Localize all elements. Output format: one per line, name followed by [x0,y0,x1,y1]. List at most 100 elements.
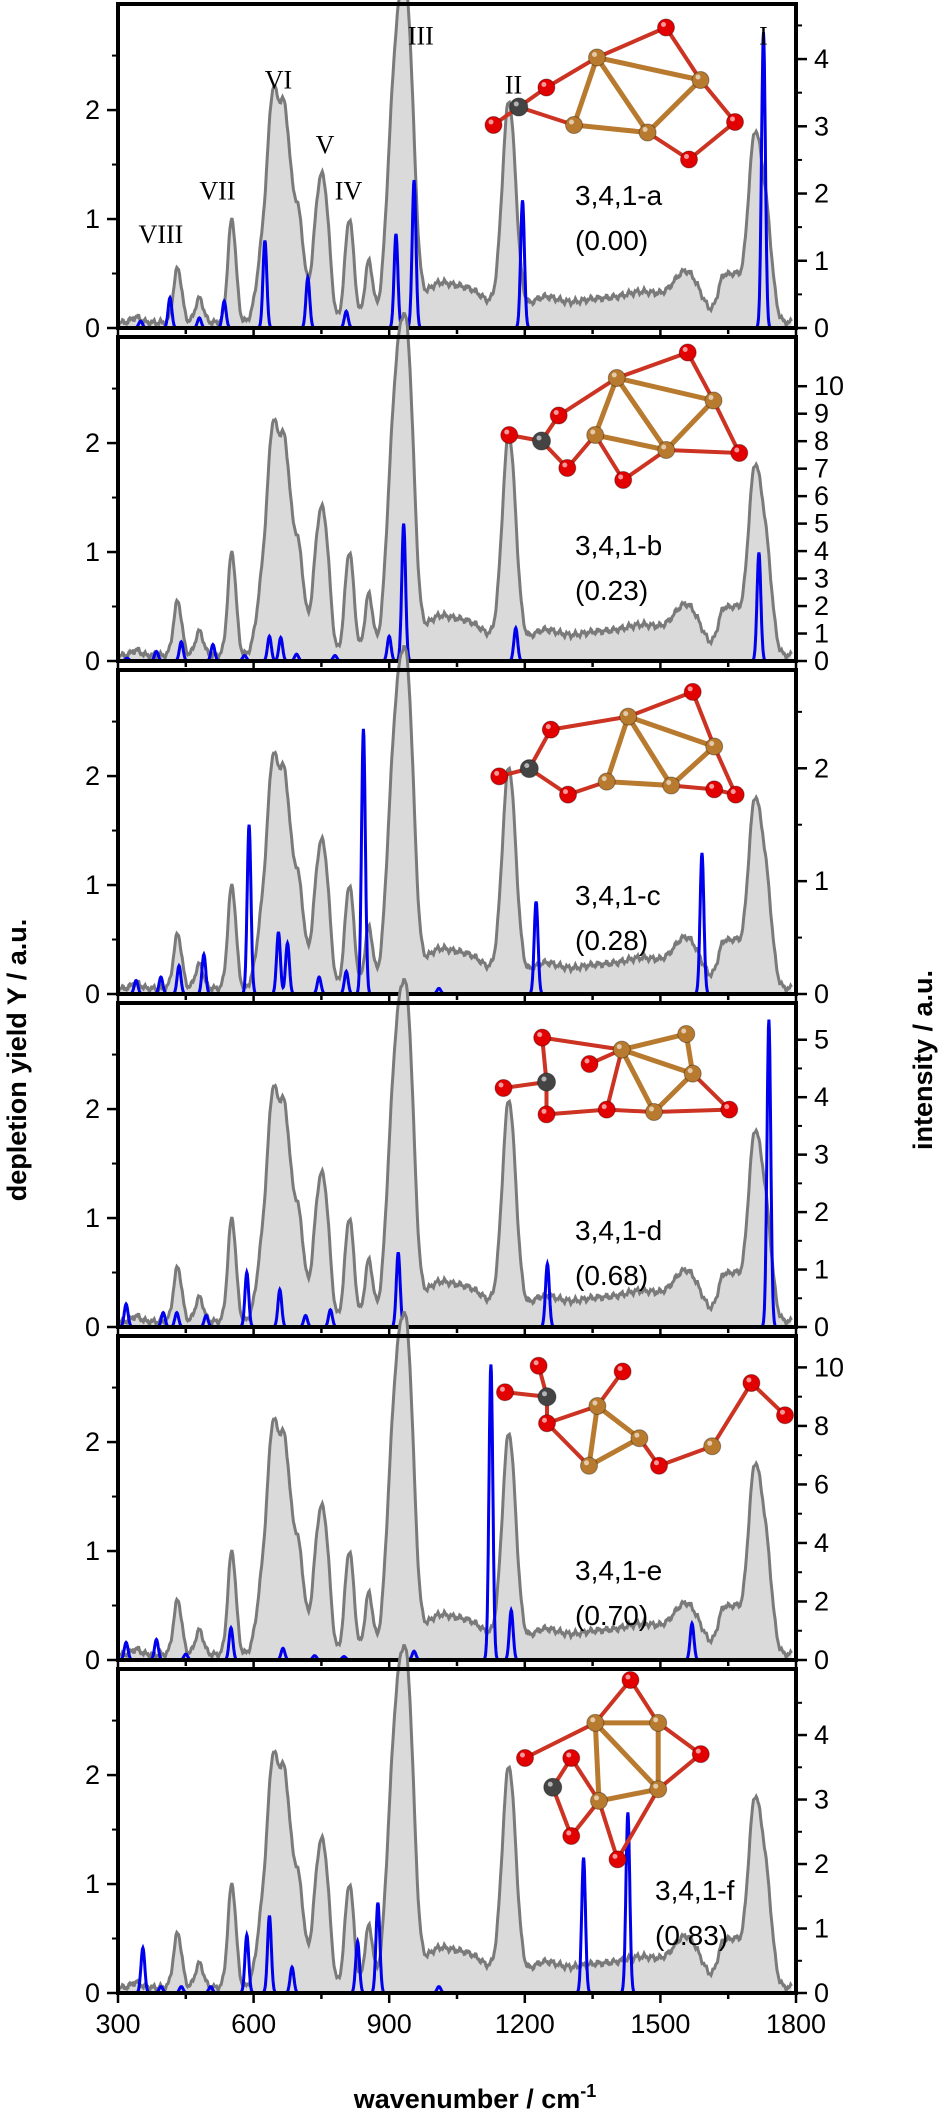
oxygen-atom [743,1375,760,1392]
atom-highlight [730,117,735,122]
atom-highlight [537,1032,542,1037]
isomer-energy: (0.68) [575,1260,648,1291]
left-tick-label: 1 [85,870,100,900]
isomer-energy: (0.23) [575,575,648,606]
atom-highlight [494,771,499,776]
atom-highlight [500,1387,505,1392]
copper-atom [631,1430,648,1447]
right-tick-label: 4 [814,1720,829,1750]
atom-highlight [688,1068,693,1073]
oxygen-atom [501,427,518,444]
atom-highlight [602,776,607,781]
right-tick-label: 3 [814,564,829,594]
atom-highlight [542,1109,547,1114]
atom-highlight [566,1753,571,1758]
atom-highlight [696,75,701,80]
right-tick-label: 10 [814,371,844,401]
right-tick-label: 1 [814,246,829,276]
atom-highlight [514,102,519,107]
right-tick-label: 8 [814,1411,829,1441]
atom-highlight [590,1717,595,1722]
copper-atom [620,708,637,725]
bond [654,1110,729,1112]
atom-highlight [520,1753,525,1758]
isomer-label: 3,4,1-e [575,1555,662,1586]
atom-highlight [562,463,567,468]
atom-highlight [734,448,739,453]
experimental-spectrum-line [118,314,792,659]
right-tick-label: 2 [814,1586,829,1616]
oxygen-atom [622,1672,639,1689]
bond [547,1110,607,1115]
atom-highlight [613,1854,618,1859]
molecule-structure-3,4,1-b [501,344,748,489]
oxygen-atom [534,1029,551,1046]
atom-highlight [584,1460,589,1465]
isomer-label: 3,4,1-a [575,180,663,211]
oxygen-atom [491,768,508,785]
copper-atom [705,392,722,409]
bond [599,1789,658,1801]
atom-highlight [666,780,671,785]
atom-highlight [696,1749,701,1754]
oxygen-atom [560,786,577,803]
atom-highlight [592,52,597,57]
carbon-atom [538,1388,556,1406]
right-tick-label: 3 [814,1785,829,1815]
oxygen-atom [598,1101,615,1118]
carbon-atom [544,1778,562,1796]
bond [607,782,672,786]
isomer-energy: (0.83) [655,1920,728,1951]
atom-highlight [499,1083,504,1088]
bond [648,80,701,133]
right-tick-label: 3 [814,1140,829,1170]
left-tick-label: 1 [85,1203,100,1233]
atom-highlight [594,1795,599,1800]
atom-highlight [681,1029,686,1034]
atom-highlight [618,1366,623,1371]
y-left-axis-label: depletion yield Y / a.u. [2,919,32,1202]
atom-highlight [542,1391,547,1396]
oxygen-atom [517,1750,534,1767]
isomer-energy: (0.28) [575,925,648,956]
atom-highlight [653,1717,658,1722]
copper-atom [684,1065,701,1082]
molecule-structure-3,4,1-d [495,1026,738,1123]
bond [542,1038,622,1050]
atom-highlight [554,410,559,415]
right-tick-label: 6 [814,481,829,511]
left-tick-label: 0 [85,1312,100,1342]
bond [607,1050,622,1110]
copper-atom [704,1438,721,1455]
band-label-III: III [408,22,434,51]
y-right-axis-label: intensity / a.u. [908,970,938,1150]
isomer-energy: (0.00) [575,225,648,256]
right-tick-label: 1 [814,1255,829,1285]
atom-highlight [542,1418,547,1423]
right-tick-label: 1 [814,866,829,896]
x-axis-label-superscript: -1 [580,2081,596,2101]
bond [712,1383,751,1446]
oxygen-atom [615,472,632,489]
molecule-structure-3,4,1-a [485,19,744,168]
right-tick-label: 3 [814,111,829,141]
oxygen-atom [679,344,696,361]
oxygen-atom [731,445,748,462]
copper-atom [706,738,723,755]
experimental-spectrum-line [118,1313,792,1658]
left-tick-label: 1 [85,1869,100,1899]
oxygen-atom [727,114,744,131]
bond [595,1723,658,1789]
right-tick-label: 0 [814,313,829,343]
carbon-atom [520,760,538,778]
copper-atom [663,777,680,794]
x-tick-label: 1200 [495,2009,555,2039]
bond [617,353,688,379]
right-tick-label: 10 [814,1352,844,1382]
band-label-VI: VI [265,65,292,94]
copper-atom [581,1457,598,1474]
